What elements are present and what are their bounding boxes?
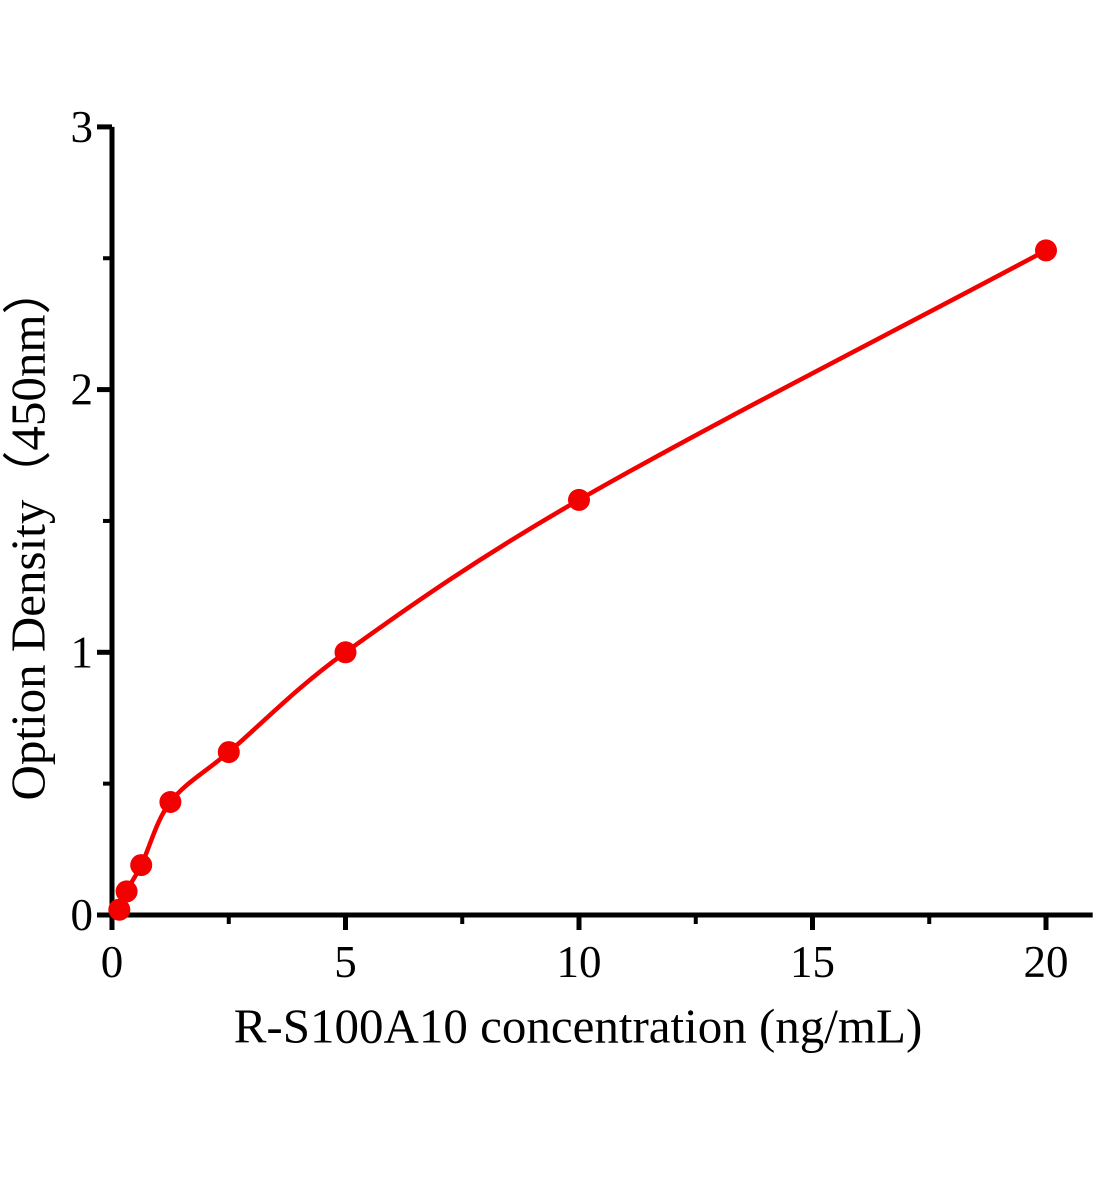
data-point xyxy=(334,641,357,664)
data-point xyxy=(217,741,240,764)
y-tick-label: 3 xyxy=(71,102,94,152)
x-tick-label: 5 xyxy=(334,937,357,987)
data-point xyxy=(568,488,590,511)
data-point xyxy=(1035,239,1057,262)
fit-curve xyxy=(117,248,1049,912)
data-point xyxy=(115,880,138,903)
y-tick-label: 1 xyxy=(71,627,94,677)
x-tick-label: 20 xyxy=(1024,937,1069,987)
data-point xyxy=(108,898,131,921)
x-axis-title: R-S100A10 concentration (ng/mL) xyxy=(233,998,923,1054)
data-point xyxy=(159,791,182,813)
x-tick-label: 0 xyxy=(101,937,124,987)
x-tick-label: 10 xyxy=(557,937,602,987)
y-tick-label: 0 xyxy=(71,890,94,940)
y-axis-title: Option Density（450nm） xyxy=(0,265,56,801)
data-point xyxy=(130,854,153,877)
x-tick-label: 15 xyxy=(790,937,835,987)
y-tick-label: 2 xyxy=(71,365,94,415)
